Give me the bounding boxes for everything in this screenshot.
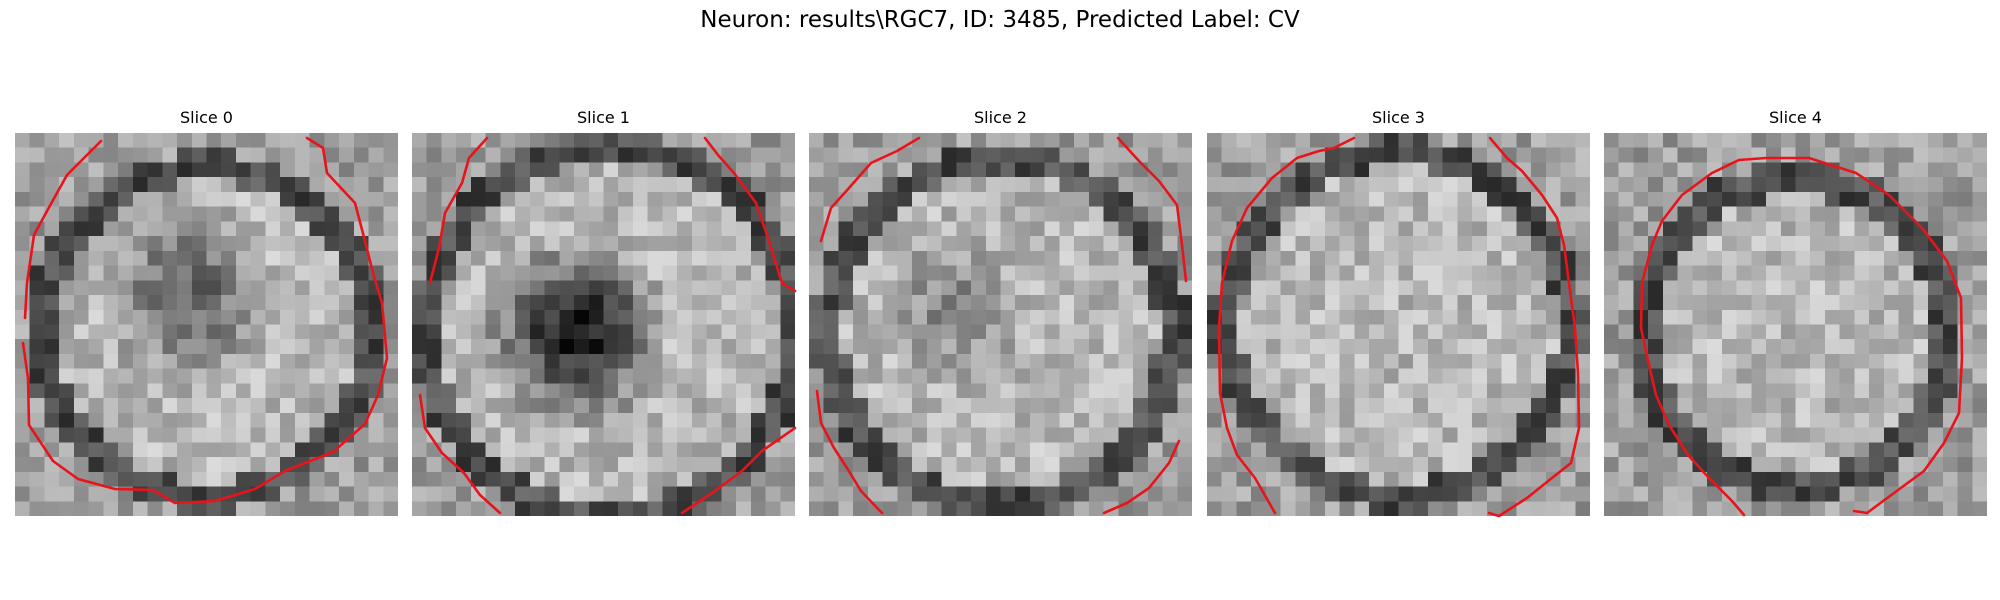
slice-title: Slice 2 [974,108,1027,127]
slice-panel-1: Slice 1 [412,108,797,516]
cell-contour [815,136,1188,515]
slice-image [1604,133,1987,516]
figure-title: Neuron: results\RGC7, ID: 3485, Predicte… [700,7,1300,33]
cell-contour [418,136,797,515]
slice-title: Slice 0 [180,108,233,127]
slice-panel-3: Slice 3 [1207,108,1590,518]
slice-image [809,133,1192,516]
cell-contour [1639,156,1964,517]
slice-panel-0: Slice 0 [15,108,398,516]
slice-title: Slice 1 [577,108,630,127]
cell-contour [21,136,389,505]
slice-panel-4: Slice 4 [1604,108,1987,517]
slice-title: Slice 3 [1372,108,1425,127]
cell-contour [1217,136,1581,518]
slice-image [412,133,795,516]
slice-image [1207,133,1590,516]
slice-title: Slice 4 [1769,108,1822,127]
slice-panel-2: Slice 2 [809,108,1192,516]
